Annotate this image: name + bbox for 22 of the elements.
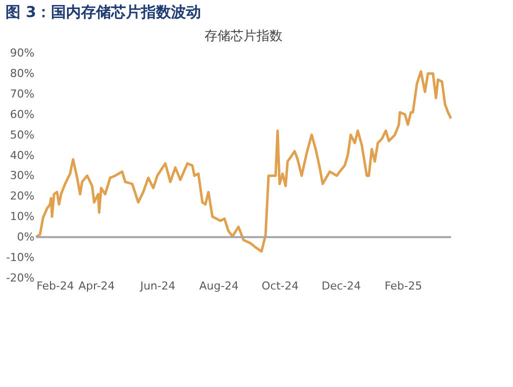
- y-tick-label: 30%: [10, 169, 34, 182]
- y-tick-label: 10%: [10, 210, 34, 224]
- y-tick-label: 80%: [10, 66, 34, 80]
- y-tick-label: 20%: [10, 190, 34, 203]
- y-tick-label: -10%: [6, 251, 34, 264]
- y-tick-label: 90%: [10, 46, 34, 60]
- x-tick-label: Feb-24: [36, 280, 74, 292]
- x-tick-label: Feb-25: [384, 280, 422, 292]
- y-tick-label: -20%: [6, 272, 34, 284]
- y-tick-label: 0%: [17, 230, 34, 244]
- x-tick-label: Apr-24: [78, 280, 115, 292]
- x-tick-label: Dec-24: [322, 280, 361, 292]
- x-tick-label: Aug-24: [199, 280, 239, 292]
- y-tick-label: 70%: [10, 87, 34, 100]
- y-tick-label: 60%: [10, 108, 34, 121]
- chart-title: 图 3：国内存储芯片指数波动: [6, 3, 202, 21]
- line-series: [34, 70, 452, 253]
- y-tick-label: 40%: [10, 148, 34, 162]
- y-tick-label: 50%: [10, 128, 34, 142]
- x-tick-label: Oct-24: [262, 280, 299, 292]
- chart-subtitle: 存储芯片指数: [204, 29, 282, 44]
- x-tick-label: Jun-24: [139, 280, 176, 292]
